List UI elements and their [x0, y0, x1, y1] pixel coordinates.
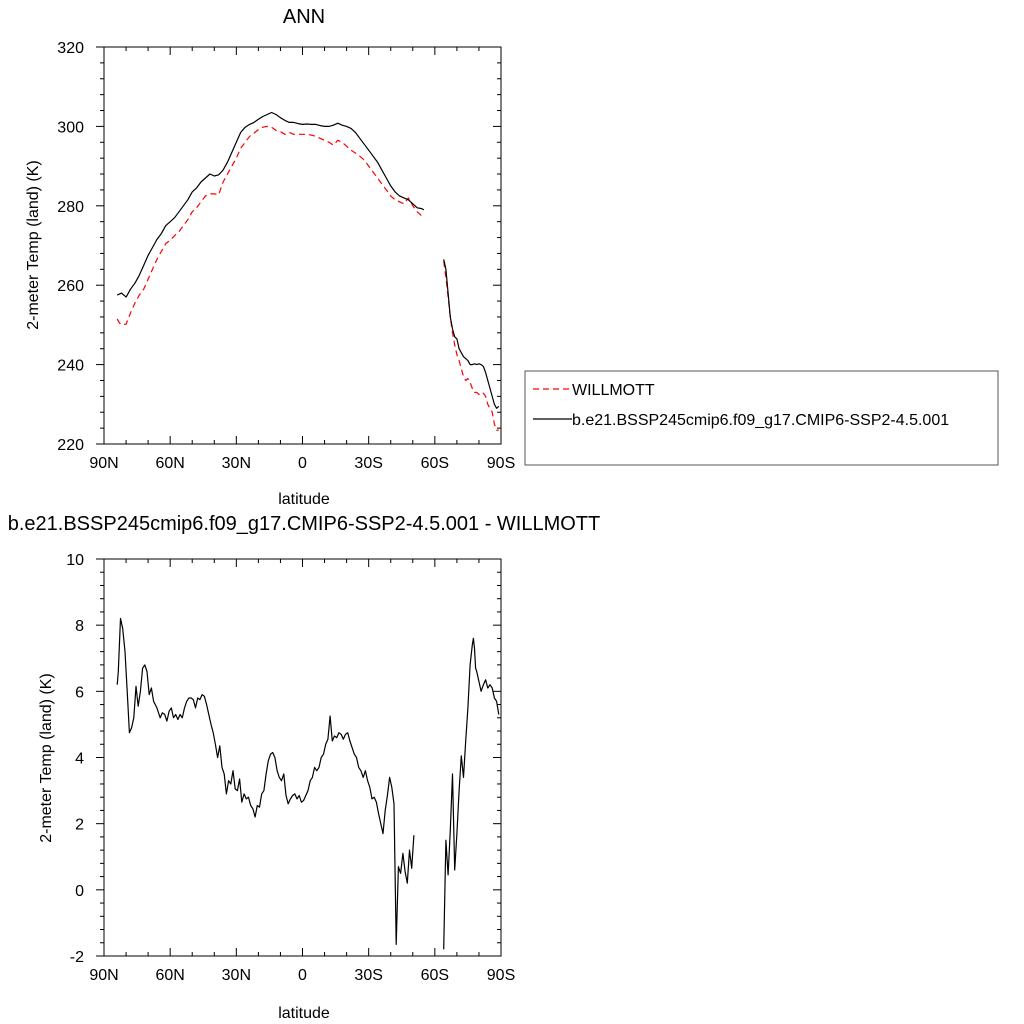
- y-tick-label: 2: [75, 817, 84, 834]
- x-axis-label: latitude: [278, 1005, 330, 1022]
- panel-climatology: ANN 2-meter Temp (land) (K) latitude 90N…: [25, 6, 515, 508]
- y-tick-label: 8: [75, 618, 84, 635]
- series-line-b-e21-bssp245cmip6-f09-g-seg1: [443, 259, 500, 409]
- x-tick-label: 30S: [354, 455, 382, 472]
- panel-difference: b.e21.BSSP245cmip6.f09_g17.CMIP6-SSP2-4.…: [8, 513, 601, 1022]
- x-tick-label: 60S: [421, 967, 449, 984]
- plot-lines: [116, 111, 500, 431]
- series-line-willmott-seg0: [116, 125, 425, 326]
- y-tick-label: 300: [57, 119, 84, 136]
- y-tick-label: 0: [75, 883, 84, 900]
- y-tick-label: -2: [70, 949, 84, 966]
- y-tick-label: 6: [75, 684, 84, 701]
- legend-box: [524, 370, 999, 466]
- x-tick-label: 0: [298, 967, 307, 984]
- x-tick-label: 60N: [155, 967, 184, 984]
- plot-lines: [116, 617, 500, 950]
- x-tick-label: 60N: [155, 455, 184, 472]
- chart-title: ANN: [283, 6, 325, 28]
- plot-frame: [103, 46, 502, 445]
- chart-title: b.e21.BSSP245cmip6.f09_g17.CMIP6-SSP2-4.…: [8, 513, 601, 535]
- x-tick-label: 60S: [421, 455, 449, 472]
- y-tick-label: 240: [57, 358, 84, 375]
- axis-ticks: 90N 60N 30N 0 30S 60S 90S 220 240 260 280 300 320: [57, 40, 515, 472]
- series-line-willmott-seg1: [443, 261, 499, 431]
- x-tick-label: 30N: [222, 967, 251, 984]
- series-line-difference-seg0: [116, 617, 415, 946]
- y-tick-label: 280: [57, 199, 84, 216]
- series-line-b-e21-bssp245cmip6-f09-g-seg0: [116, 111, 425, 298]
- y-tick-label: 10: [66, 552, 84, 569]
- y-axis-label: 2-meter Temp (land) (K): [25, 160, 42, 330]
- y-tick-label: 4: [75, 751, 84, 768]
- y-tick-label: 260: [57, 278, 84, 295]
- x-tick-label: 90N: [89, 455, 118, 472]
- axis-ticks: 90N 60N 30N 0 30S 60S 90S -2 0 2 4 6 8 10: [66, 552, 515, 984]
- x-axis-label: latitude: [278, 491, 330, 508]
- x-tick-label: 30S: [354, 967, 382, 984]
- x-tick-label: 0: [298, 455, 307, 472]
- x-tick-label: 90S: [487, 967, 515, 984]
- legend-label-willmott: WILLMOTT: [572, 382, 655, 399]
- x-tick-label: 30N: [222, 455, 251, 472]
- plot-frame: [103, 558, 502, 957]
- legend-label-model: b.e21.BSSP245cmip6.f09_g17.CMIP6-SSP2-4.…: [572, 412, 949, 429]
- y-axis-label: 2-meter Temp (land) (K): [38, 673, 55, 843]
- x-tick-label: 90N: [89, 967, 118, 984]
- series-line-difference-seg1: [443, 637, 500, 950]
- legend: WILLMOTT b.e21.BSSP245cmip6.f09_g17.CMIP…: [524, 370, 999, 466]
- x-tick-label: 90S: [487, 455, 515, 472]
- y-tick-label: 320: [57, 40, 84, 57]
- y-tick-label: 220: [57, 437, 84, 454]
